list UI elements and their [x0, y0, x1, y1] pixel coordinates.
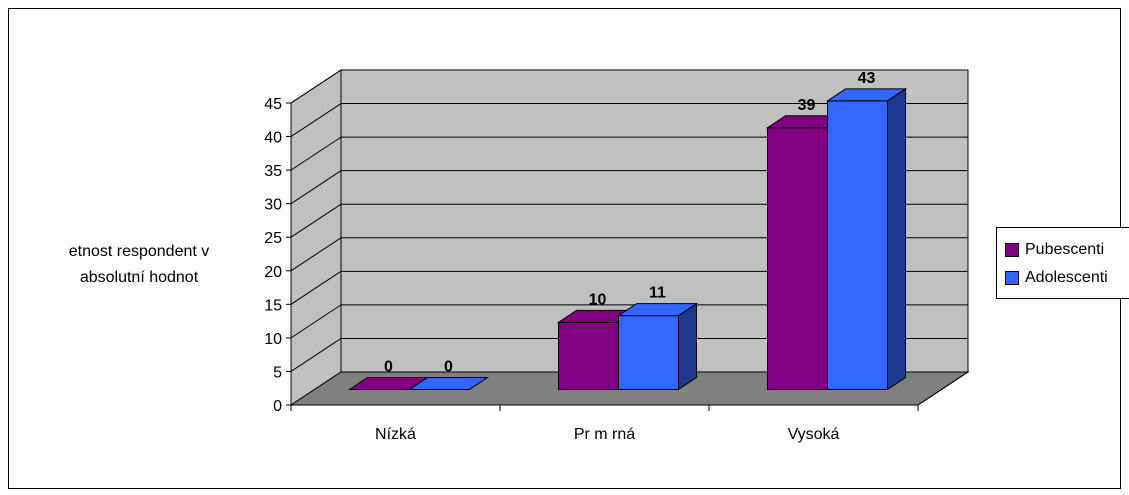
- legend: Pubescenti Adolescenti: [996, 227, 1129, 299]
- bar-top-adolescenti-0: [407, 377, 490, 390]
- legend-swatch-adolescenti: [1005, 271, 1019, 285]
- gridline-side: [290, 103, 342, 137]
- bar-pubescenti-2: [767, 127, 828, 391]
- data-label-pubescenti-1: 10: [589, 291, 607, 308]
- bar-side-adolescenti-1: [678, 302, 697, 391]
- bar-adolescenti-1: [618, 315, 679, 390]
- legend-label-pubescenti: Pubescenti: [1025, 241, 1105, 258]
- y-tick-label: 45: [264, 96, 282, 113]
- y-tick-label: 20: [264, 264, 282, 281]
- x-axis-edge: [917, 371, 969, 406]
- data-label-adolescenti-1: 11: [649, 285, 666, 302]
- y-tick-label: 40: [264, 130, 282, 147]
- bar-adolescenti-2: [827, 100, 888, 391]
- gridline-side: [290, 304, 342, 339]
- gridline-side: [290, 270, 342, 305]
- bar-pubescenti-1: [558, 321, 619, 390]
- chart-frame: 0 5 10 15 20 25 30 35 40 45 0 0 Nízká 10 11 Pr m rná 39 4…: [8, 8, 1129, 489]
- gridline-side: [290, 338, 342, 372]
- y-axis-label-line1: etnost respondent v: [68, 243, 210, 260]
- data-label-pubescenti-0: 0: [384, 359, 393, 376]
- gridline-side: [290, 203, 342, 238]
- legend-item-pubescenti: Pubescenti: [1005, 236, 1129, 264]
- y-tick-label: 35: [264, 163, 282, 180]
- data-label-pubescenti-2: 39: [798, 97, 816, 114]
- gridline-side: [290, 170, 342, 205]
- legend-item-adolescenti: Adolescenti: [1005, 264, 1129, 292]
- y-tick-label: 0: [273, 398, 282, 415]
- data-label-adolescenti-2: 43: [858, 70, 876, 87]
- y-tick-label: 30: [264, 197, 282, 214]
- gridline-side: [290, 69, 342, 104]
- gridline-side: [290, 237, 342, 272]
- legend-label-adolescenti: Adolescenti: [1025, 269, 1108, 286]
- y-tick-label: 5: [273, 364, 282, 381]
- chart-plot: 0 5 10 15 20 25 30 35 40 45 0 0 Nízká 10 11 Pr m rná 39 4…: [264, 69, 970, 443]
- legend-swatch-pubescenti: [1005, 243, 1019, 257]
- data-label-adolescenti-0: 0: [444, 359, 453, 376]
- y-axis-label: etnost respondent v absolutní hodnot: [39, 239, 239, 291]
- x-category-label: Nízká: [375, 426, 416, 443]
- y-tick-label: 25: [264, 230, 282, 247]
- y-tick-label: 15: [264, 297, 282, 314]
- x-category-label: Pr m rná: [574, 426, 635, 443]
- y-tick-label: 10: [264, 331, 282, 348]
- bar-side-adolescenti-2: [887, 87, 906, 391]
- y-axis-label-line2: absolutní hodnot: [79, 269, 199, 286]
- x-category-label: Vysoká: [788, 426, 840, 443]
- gridline-side: [290, 136, 342, 171]
